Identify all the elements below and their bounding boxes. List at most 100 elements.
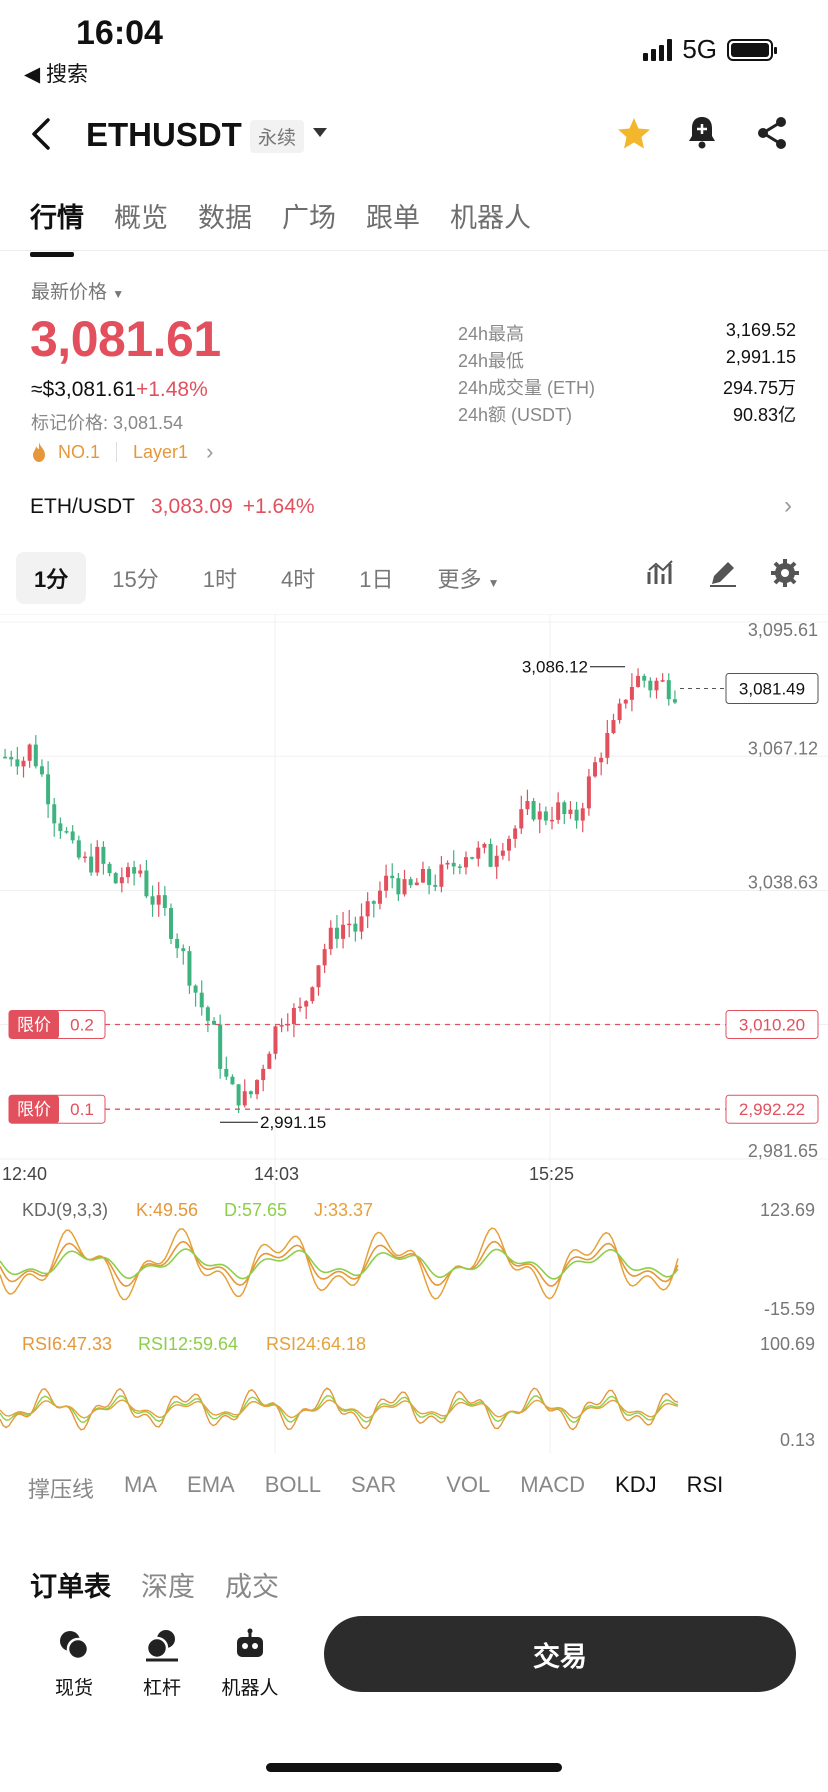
settings-gear-icon[interactable] [770, 558, 802, 590]
perpetual-badge: 永续 [250, 120, 305, 153]
candle-body [445, 862, 450, 865]
margin-button[interactable]: 杠杆 [122, 1625, 202, 1700]
candle-body [390, 875, 395, 879]
candle-body [95, 846, 100, 873]
candle-body [408, 879, 413, 886]
candle-body [439, 864, 444, 887]
candle-body [9, 757, 14, 760]
candle-body [113, 873, 118, 884]
y-tick-label: 2,981.65 [748, 1141, 818, 1161]
interval-1d[interactable]: 1日 [359, 567, 394, 592]
ind-tab-rsi[interactable]: RSI [686, 1472, 724, 1497]
limit-order-price-box [725, 1094, 819, 1124]
rank-row[interactable]: NO.1 Layer1 › [30, 439, 213, 465]
candle-body [199, 992, 204, 1008]
back-to-search-link[interactable]: ◀ 搜索 [24, 63, 88, 86]
ind-tab-support[interactable]: 撑压线 [28, 1477, 95, 1502]
interval-1h[interactable]: 1时 [202, 567, 237, 592]
candle-body [107, 863, 112, 874]
interval-4h[interactable]: 4时 [280, 567, 316, 592]
candle-body [347, 923, 352, 926]
status-indicators: 5G [643, 34, 777, 65]
candle-body [181, 948, 186, 952]
chart-overlays: 3,086.12 2,991.15 3,081.49 限价 0.2 3,010.20 限价 0… [8, 658, 819, 1132]
candle-body [666, 680, 671, 700]
draw-pen-icon[interactable] [708, 558, 740, 590]
tab-depth[interactable]: 深度 [141, 1572, 195, 1602]
battery-icon [727, 38, 777, 61]
tab-orderbook[interactable]: 订单表 [30, 1572, 111, 1602]
candle-body [273, 1026, 278, 1054]
tab-square[interactable]: 广场 [282, 203, 336, 233]
stat-value: 2,991.15 [725, 347, 796, 367]
section-tabs: 订单表 深度 成交 [30, 1565, 279, 1604]
ind-tab-vol[interactable]: VOL [446, 1472, 491, 1497]
chevron-right-icon[interactable]: › [784, 492, 792, 519]
home-indicator[interactable] [266, 1763, 562, 1772]
limit-order-qty: 0.1 [70, 1100, 94, 1119]
tab-market[interactable]: 行情 [30, 196, 84, 257]
star-icon[interactable] [616, 116, 652, 150]
candle-body [396, 878, 401, 895]
price-chart[interactable]: 3,086.12 2,991.15 3,081.49 限价 0.2 3,010.20 限价 0… [0, 614, 828, 1454]
tab-data[interactable]: 数据 [198, 203, 252, 233]
candle-body [261, 1068, 266, 1081]
interval-15m[interactable]: 15分 [112, 567, 159, 592]
kdj-j-value: J:33.37 [314, 1200, 373, 1220]
candle-body [623, 699, 628, 704]
spot-pair-name: ETH/USDT [30, 495, 135, 518]
limit-order-price: 3,010.20 [739, 1015, 805, 1034]
latest-price-label[interactable]: 最新价格 ▼ [31, 282, 125, 303]
rsi12-line [0, 1395, 679, 1424]
candle-body [21, 760, 26, 767]
tab-overview[interactable]: 概览 [114, 203, 168, 233]
candle-body [310, 987, 315, 1002]
candle-body [525, 801, 530, 810]
spot-pair-row[interactable]: ETH/USDT 3,083.09 +1.64% [30, 495, 315, 519]
indicator-chart-icon[interactable] [646, 558, 678, 590]
share-icon[interactable] [756, 116, 788, 150]
margin-coins-icon [145, 1630, 178, 1662]
interval-1m[interactable]: 1分 [16, 552, 87, 604]
candle-body [568, 809, 573, 815]
current-price-box [725, 673, 819, 705]
back-chevron-icon[interactable] [28, 116, 56, 152]
spot-button[interactable]: 现货 [34, 1625, 114, 1700]
candle-body [76, 840, 81, 858]
symbol-title[interactable]: ETHUSDT [86, 116, 242, 153]
candle-body [39, 766, 44, 775]
kdj-min: -15.59 [764, 1299, 815, 1319]
tab-copy-trade[interactable]: 跟单 [366, 203, 420, 233]
trade-button[interactable]: 交易 [324, 1616, 796, 1692]
x-tick-label: 14:03 [254, 1164, 299, 1184]
ind-tab-ema[interactable]: EMA [187, 1472, 235, 1497]
candle-body [611, 720, 616, 734]
bot-button[interactable]: 机器人 [210, 1625, 290, 1700]
spot-pair-change: +1.64% [242, 495, 315, 518]
ind-tab-boll[interactable]: BOLL [264, 1472, 321, 1497]
candle-body [132, 867, 137, 874]
candle-body [599, 757, 604, 763]
candle-body [279, 1025, 284, 1027]
candle-body [457, 866, 462, 868]
ind-tab-kdj[interactable]: KDJ [615, 1472, 657, 1497]
candle-body [242, 1091, 247, 1106]
limit-order-price-box [725, 1009, 819, 1039]
candle-body [414, 882, 419, 886]
stat-label: 24h成交量 (ETH) [458, 378, 596, 398]
interval-more[interactable]: 更多 ▼ [437, 567, 500, 592]
ind-tab-macd[interactable]: MACD [520, 1472, 586, 1497]
network-label: 5G [682, 34, 717, 64]
ind-tab-ma[interactable]: MA [124, 1472, 158, 1497]
tab-bots[interactable]: 机器人 [450, 203, 531, 233]
tab-trades[interactable]: 成交 [225, 1572, 279, 1602]
spot-label: 现货 [54, 1678, 93, 1699]
ind-tab-sar[interactable]: SAR [350, 1472, 397, 1497]
candle-body [230, 1076, 235, 1085]
candle-body [3, 756, 8, 759]
candle-body [322, 949, 327, 966]
dropdown-icon[interactable] [312, 127, 328, 139]
bell-add-icon[interactable] [686, 114, 718, 150]
stat-value: 294.75万 [722, 378, 796, 398]
y-tick-label: 3,038.63 [748, 873, 818, 893]
